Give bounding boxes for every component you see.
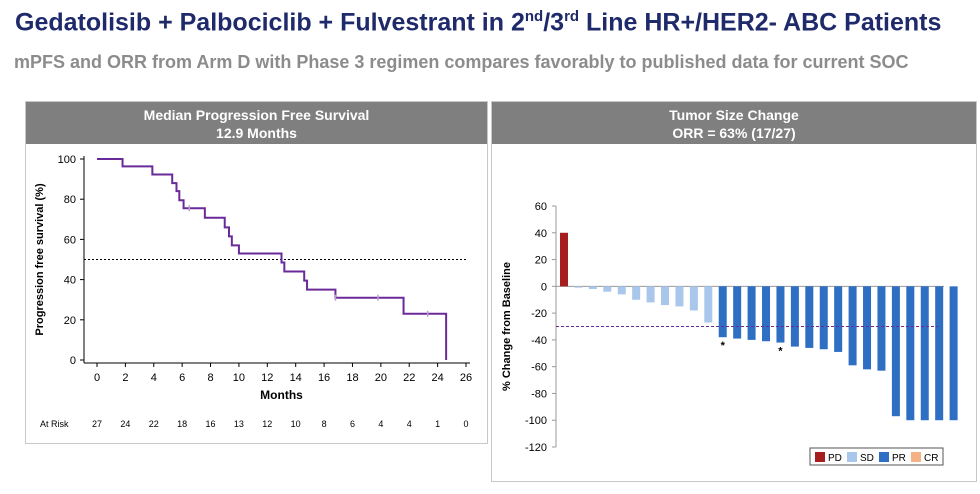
wf-legend-box [809,447,944,466]
km-x-axis-title: Months [260,388,303,402]
wf-legend-label: SD [860,453,874,464]
km-at-risk-value: 16 [206,419,216,429]
wf-bar [834,286,843,352]
wf-y-tick-label: -120 [525,442,547,454]
tumor-panel-header: Tumor Size Change ORR = 63% (17/27) [492,102,976,144]
km-x-tick-label: 0 [94,372,100,384]
km-x-tick-label: 12 [261,372,273,384]
wf-legend-label: CR [924,453,938,464]
wf-y-tick-label: 40 [535,228,547,240]
pfs-panel-subtitle: 12.9 Months [216,125,297,141]
km-y-tick-label: 60 [64,234,76,246]
km-at-risk-value: 22 [149,419,159,429]
wf-bar [920,286,929,421]
wf-bar-marker: * [721,340,726,352]
wf-y-tick-label: -60 [531,362,547,374]
wf-bar [906,286,915,421]
wf-bar [689,286,698,311]
wf-bar [762,286,771,342]
km-y-tick-label: 20 [64,315,76,327]
km-y-tick-label: 80 [64,194,76,206]
km-x-tick-label: 24 [431,372,443,384]
km-x-tick-label: 20 [375,372,387,384]
wf-bar [617,286,626,295]
wf-bar [891,286,900,417]
km-x-tick-label: 26 [460,372,472,384]
wf-y-axis-title: % Change from Baseline [501,262,513,391]
wf-bar [776,286,785,343]
wf-bar [935,286,944,421]
km-at-risk-value: 18 [177,419,187,429]
km-at-risk-value: 27 [92,419,102,429]
wf-y-tick-label: -20 [531,308,547,320]
tumor-panel-subtitle: ORR = 63% (17/27) [672,125,796,141]
waterfall-chart: 60 40 20 0 -20 -40 -60 -80 -100 -120 % Change from… [501,201,958,466]
wf-legend-label: PD [828,453,842,464]
km-at-risk-value: 0 [463,419,468,429]
wf-legend-label: PR [892,453,906,464]
km-x-tick-label: 8 [207,372,213,384]
wf-bar [632,286,641,300]
wf-bar [560,232,568,287]
km-at-risk-label: At Risk [40,419,69,429]
pfs-panel-title: Median Progression Free Survival [143,107,370,123]
km-at-risk-value: 1 [435,419,440,429]
wf-bar [747,286,756,340]
page-title: Gedatolisib + Palbociclib + Fulvestrant … [15,8,942,37]
wf-legend-swatch [815,452,825,462]
wf-bar [877,286,886,371]
wf-bar [718,286,727,338]
km-x-tick-label: 18 [346,372,358,384]
tumor-panel-title: Tumor Size Change [669,107,799,123]
km-at-risk-value: 4 [407,419,412,429]
wf-bar-marker: * [778,346,783,358]
wf-y-tick-label: 0 [541,281,547,293]
km-at-risk-value: 4 [378,419,383,429]
km-x-tick-label: 22 [403,372,415,384]
km-x-tick-label: 2 [122,372,128,384]
wf-bar [646,286,655,303]
wf-y-tick-label: -40 [531,335,547,347]
wf-bar [848,286,857,366]
wf-y-tick-label: 60 [535,201,547,213]
km-at-risk-value: 13 [234,419,244,429]
wf-legend-swatch [911,452,921,462]
wf-y-tick-label: -100 [525,415,547,427]
wf-bar [863,286,872,370]
km-x-tick-label: 10 [233,372,245,384]
wf-bar [949,286,958,421]
km-y-tick-label: 40 [64,275,76,287]
wf-bar [603,286,612,292]
wf-bar [661,286,670,306]
wf-bar [704,286,713,323]
wf-bar [805,286,814,348]
wf-bar [574,286,583,288]
km-at-risk-value: 24 [120,419,130,429]
wf-y-tick-label: -80 [531,388,547,400]
wf-bar [588,286,597,290]
km-at-risk-value: 8 [322,419,327,429]
km-x-tick-label: 14 [290,372,302,384]
km-y-axis-title: Progression free survival (%) [34,183,46,336]
wf-bar [733,286,742,339]
wf-bar [819,286,828,350]
km-survival-curve [97,158,448,360]
km-at-risk-value: 10 [291,419,301,429]
pfs-panel-header: Median Progression Free Survival 12.9 Mo… [26,102,487,144]
km-x-tick-label: 16 [318,372,330,384]
km-x-tick-label: 4 [151,372,157,384]
km-at-risk-value: 12 [262,419,272,429]
wf-legend-swatch [879,452,889,462]
km-at-risk-value: 6 [350,419,355,429]
km-y-tick-label: 0 [70,355,76,367]
page-subtitle: mPFS and ORR from Arm D with Phase 3 reg… [14,52,909,72]
wf-y-tick-label: 20 [535,255,547,267]
km-y-tick-label: 100 [58,154,76,166]
wf-bar [675,286,684,307]
wf-bar [790,286,799,347]
wf-legend-swatch [847,452,857,462]
km-x-tick-label: 6 [179,372,185,384]
